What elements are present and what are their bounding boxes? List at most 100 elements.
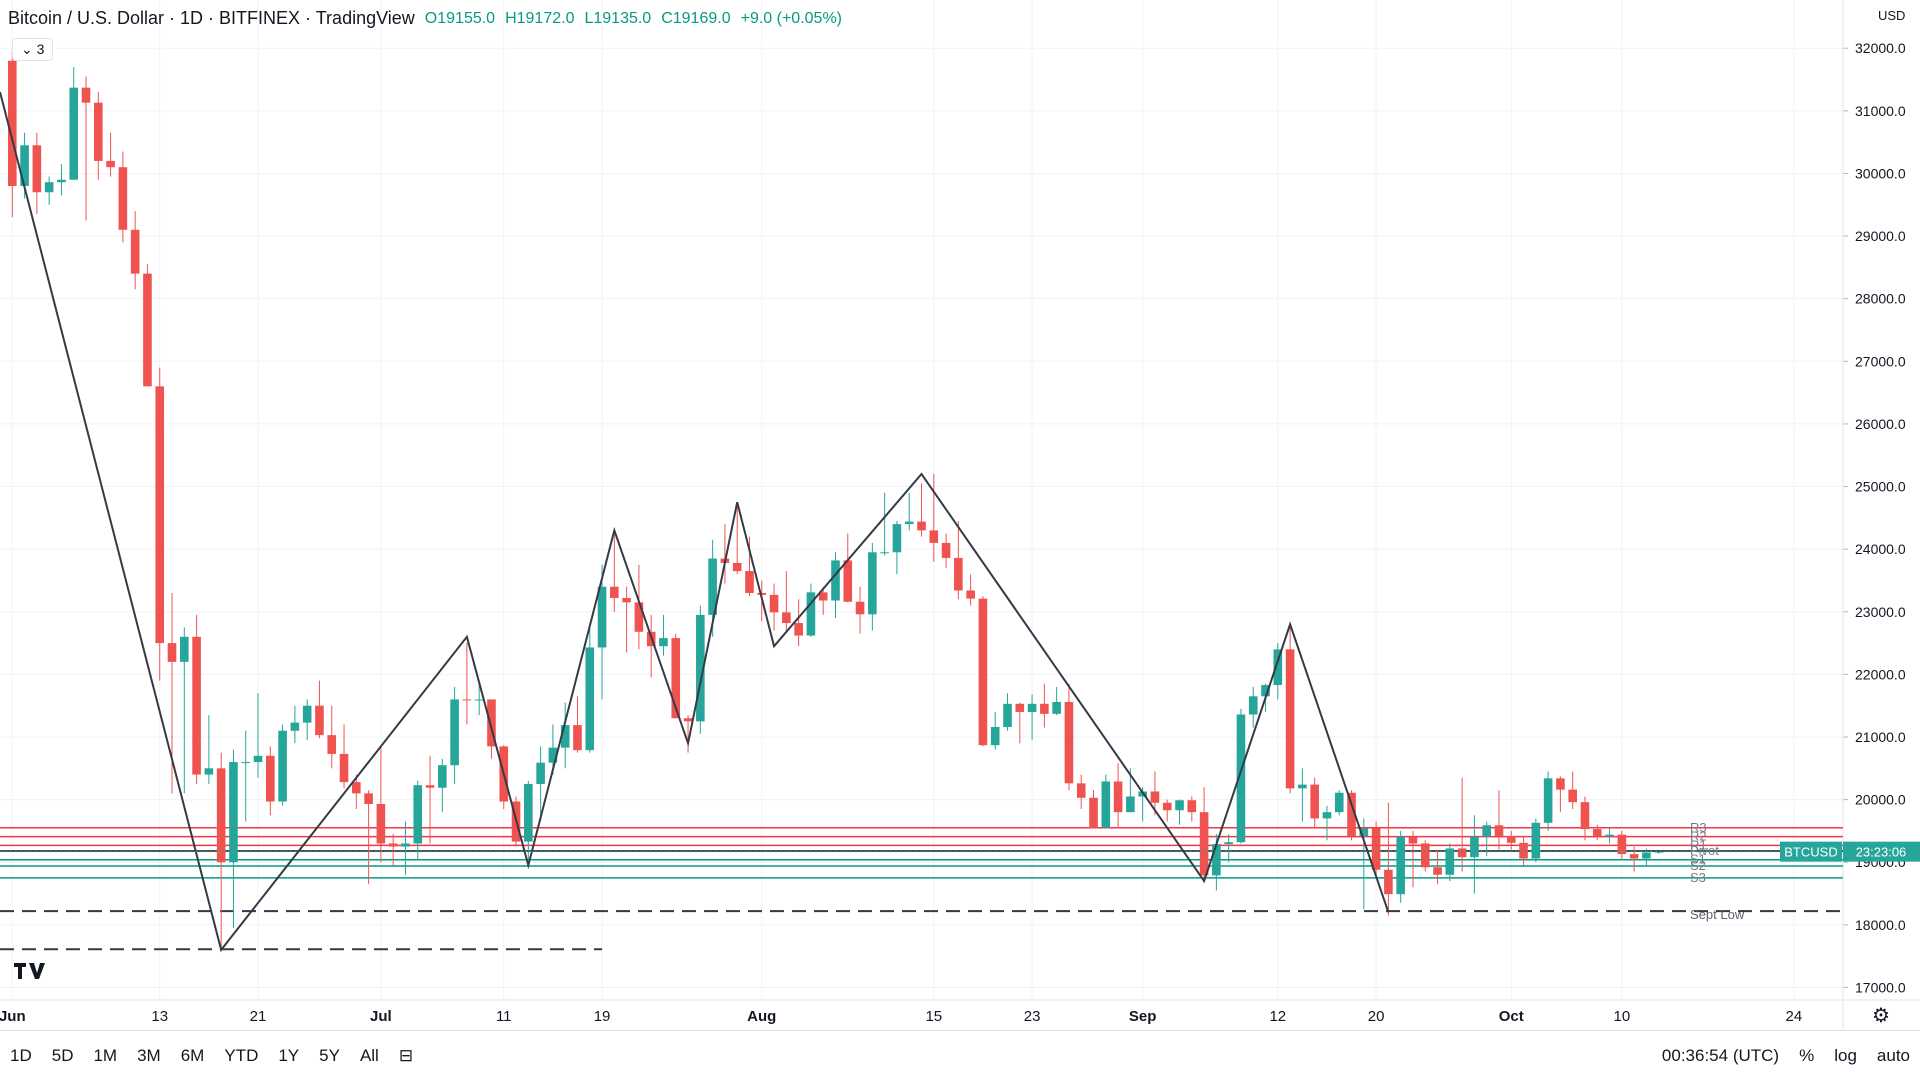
- candle-body: [782, 612, 791, 624]
- candle-body: [1310, 784, 1319, 819]
- candle-body: [806, 592, 816, 636]
- candle-body: [1531, 822, 1541, 859]
- candle-body: [978, 598, 988, 746]
- candle-body: [216, 768, 226, 863]
- candle-body: [1568, 789, 1577, 803]
- candle-body: [364, 793, 373, 805]
- x-tick-label: 13: [151, 1008, 168, 1025]
- candle-body: [622, 597, 631, 603]
- candle-body: [1261, 685, 1270, 697]
- range-button[interactable]: YTD: [224, 1046, 259, 1065]
- candle-body: [1027, 703, 1037, 712]
- range-button[interactable]: 1Y: [278, 1046, 300, 1065]
- candle-body: [302, 705, 312, 723]
- candle-body: [204, 768, 214, 775]
- candle-body: [634, 602, 644, 632]
- candle-body: [253, 755, 263, 763]
- candle-body: [278, 730, 287, 802]
- candle-body: [1654, 851, 1664, 853]
- candle-body: [155, 386, 165, 644]
- range-button[interactable]: 1D: [10, 1046, 32, 1065]
- candle-body: [81, 87, 91, 103]
- candle-body: [855, 601, 865, 615]
- candle-body: [597, 586, 607, 648]
- ohlc: L19135.0: [584, 9, 652, 27]
- candle-body: [610, 586, 619, 598]
- indicator-count: 3: [36, 41, 45, 57]
- candle-body: [1064, 701, 1074, 784]
- candle-body: [560, 725, 570, 748]
- y-tick-label: 28000.0: [1855, 291, 1906, 307]
- candle-body: [548, 747, 558, 763]
- candle-body: [327, 735, 337, 754]
- legend: Bitcoin / U.S. Dollar · 1D · BITFINEX · …: [8, 8, 842, 29]
- range-button[interactable]: 5D: [51, 1046, 74, 1065]
- candle-body: [7, 60, 17, 186]
- axis-button[interactable]: %: [1799, 1046, 1815, 1065]
- candle-body: [462, 699, 472, 701]
- candle-body: [474, 699, 484, 701]
- candle-body: [1224, 842, 1233, 845]
- candle-body: [1347, 792, 1356, 836]
- candle-body: [1605, 834, 1614, 836]
- candle-body: [1359, 828, 1369, 836]
- y-tick-label: 23000.0: [1855, 604, 1906, 620]
- candle-body: [1089, 797, 1098, 828]
- candle-body: [1543, 778, 1553, 823]
- candle-body: [831, 560, 840, 601]
- candle-body: [487, 699, 496, 747]
- candle-body: [880, 552, 889, 554]
- bottom-toolbar: 1D 5D 1M 3M 6M YTD 1Y 5Y All ⊟ 00:36:54 (UTC)% log a…: [0, 1030, 1920, 1081]
- candle-body: [1015, 703, 1025, 712]
- x-tick-label: Aug: [747, 1008, 776, 1025]
- candle-body: [757, 592, 767, 595]
- tv-logo-mark: [14, 963, 45, 979]
- candle-body: [241, 762, 251, 764]
- range-button[interactable]: 1M: [93, 1046, 118, 1065]
- date-range-icon[interactable]: ⊟: [398, 1046, 414, 1065]
- candle-body: [1420, 843, 1430, 868]
- level-label: Sept Low: [1690, 907, 1745, 922]
- candle-body: [941, 542, 951, 558]
- candle-body: [167, 643, 177, 662]
- candle-body: [339, 753, 349, 783]
- x-tick-label: 19: [594, 1008, 611, 1025]
- level-label: R1: [1690, 837, 1707, 852]
- level-label: R2: [1690, 829, 1707, 844]
- x-tick-label: Oct: [1499, 1008, 1524, 1025]
- candle-body: [536, 762, 545, 784]
- axis-button[interactable]: log: [1834, 1046, 1857, 1065]
- x-tick-label: 24: [1786, 1008, 1803, 1025]
- candle-body: [1101, 781, 1111, 828]
- axis-button[interactable]: auto: [1876, 1046, 1910, 1065]
- x-tick-label: 11: [496, 1008, 512, 1025]
- candle-body: [425, 785, 435, 788]
- candle-body: [1187, 800, 1197, 813]
- candle-body: [388, 843, 398, 847]
- range-button[interactable]: 5Y: [319, 1046, 340, 1065]
- indicator-toggle[interactable]: ⌄ 3: [12, 38, 54, 61]
- y-tick-label: 32000.0: [1855, 40, 1906, 56]
- candle-body: [524, 783, 533, 842]
- candle-body: [413, 785, 423, 844]
- candle-body: [818, 592, 828, 601]
- y-tick-label: 30000.0: [1855, 165, 1906, 181]
- candle-body: [438, 765, 447, 788]
- settings-icon: ⚙: [1872, 1005, 1890, 1027]
- range-button[interactable]: 6M: [180, 1046, 205, 1065]
- candle-body: [192, 636, 201, 775]
- y-tick-label: 25000.0: [1855, 479, 1906, 495]
- currency: USD: [1878, 8, 1905, 23]
- candle-body: [44, 182, 54, 193]
- candle-body: [732, 562, 742, 572]
- y-tick-label: 18000.0: [1855, 917, 1906, 933]
- level-label: S3: [1690, 870, 1706, 885]
- range-button[interactable]: 3M: [137, 1046, 161, 1065]
- candle-body: [130, 229, 140, 274]
- y-tick-label: 22000.0: [1855, 666, 1906, 682]
- range-button[interactable]: All: [359, 1046, 379, 1065]
- candle-body: [1457, 848, 1467, 858]
- candle-body: [843, 560, 853, 602]
- candle-body: [966, 590, 975, 599]
